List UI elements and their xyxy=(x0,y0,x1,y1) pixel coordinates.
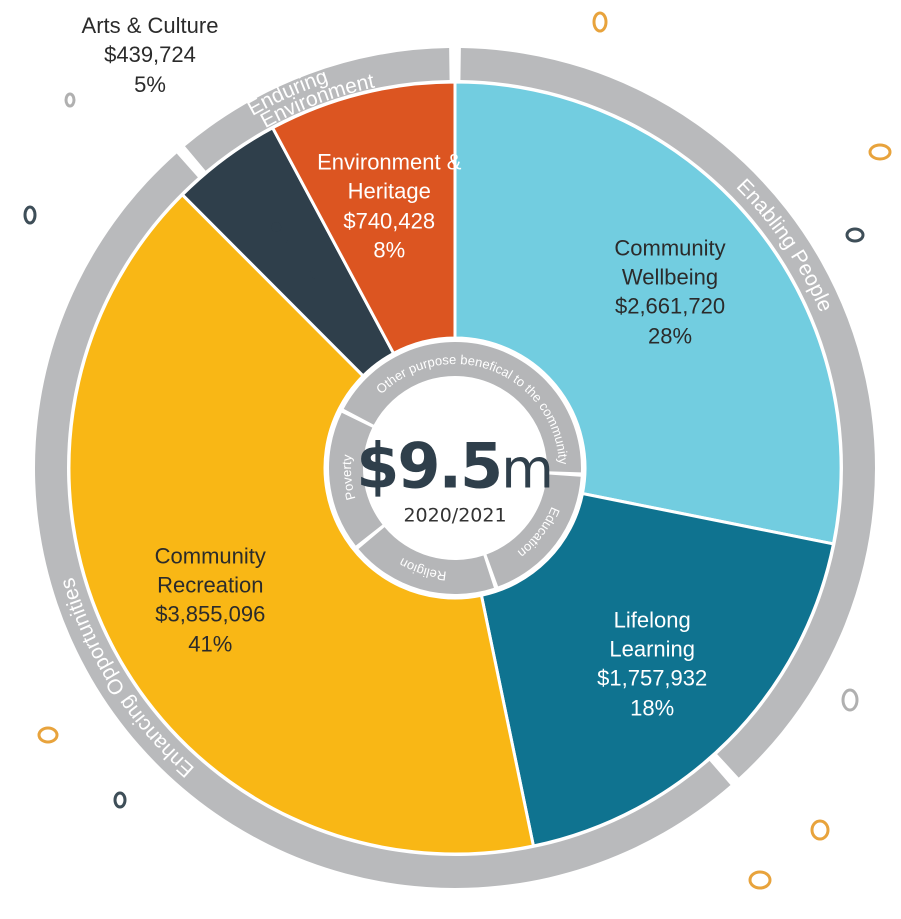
inner-ring-segment xyxy=(329,412,383,546)
segment-label: Environment & Heritage $740,428 8% xyxy=(314,148,464,265)
leader-dot xyxy=(271,222,282,233)
value-label: $2,661,720 xyxy=(614,293,726,319)
value-label: $1,757,932 xyxy=(597,665,708,691)
category-label: Community Recreation xyxy=(154,543,266,598)
category-label: Lifelong Learning xyxy=(609,607,696,662)
inner-ring-segment xyxy=(358,527,494,594)
category-label: Environment & Heritage xyxy=(317,149,462,204)
center-unit: m xyxy=(501,437,554,501)
category-label: Community Wellbeing xyxy=(614,235,726,290)
segment-label: Lifelong Learning $1,757,932 18% xyxy=(572,605,732,722)
outer-ring-segment xyxy=(34,153,731,889)
outer-ring-segment xyxy=(185,48,450,171)
share-label: 18% xyxy=(630,695,675,721)
outer-ring-segment xyxy=(460,48,876,778)
share-label: 28% xyxy=(648,323,693,349)
decoration xyxy=(23,11,892,890)
center-total: $9.5m 2020/2021 xyxy=(356,430,554,527)
inner-ring-label: Poverty xyxy=(339,453,358,501)
segment-label: Community Wellbeing $2,661,720 28% xyxy=(590,233,750,350)
center-disc xyxy=(365,378,545,558)
donut-segment xyxy=(67,192,536,856)
inner-ring-label-path: Poverty xyxy=(339,453,358,501)
donut-segment xyxy=(453,80,843,546)
value-label: $740,428 xyxy=(343,208,436,234)
inner-ring-segment xyxy=(486,474,581,587)
center-subtitle: 2020/2021 xyxy=(403,504,507,527)
center-title: $9.5 xyxy=(356,429,503,503)
segment-label: Community Recreation $3,855,096 41% xyxy=(130,541,290,658)
donut-segment xyxy=(479,491,836,848)
leader-line xyxy=(275,226,316,280)
value-label: $439,724 xyxy=(104,42,196,68)
share-label: 5% xyxy=(134,71,166,97)
segment-label: Arts & Culture $439,724 5% xyxy=(50,11,250,99)
inner-ring-segment xyxy=(343,342,581,473)
category-label: Arts & Culture xyxy=(81,13,219,39)
value-label: $3,855,096 xyxy=(155,601,266,627)
donut-segment xyxy=(270,80,457,356)
share-label: 8% xyxy=(373,237,406,263)
share-label: 41% xyxy=(188,631,233,657)
